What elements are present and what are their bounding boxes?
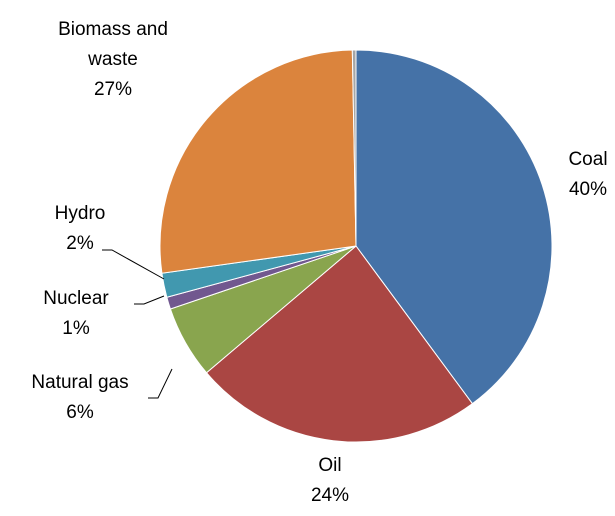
pie-slice bbox=[159, 49, 357, 274]
data-label: 40% bbox=[568, 179, 608, 200]
leader-line bbox=[134, 295, 165, 305]
category-name: Nuclear bbox=[43, 288, 109, 309]
slice-label: Biomass and waste 27% bbox=[48, 15, 178, 105]
data-label: 1% bbox=[62, 318, 90, 339]
category-name: Coal bbox=[568, 149, 608, 170]
slice-label: Hydro 2% bbox=[55, 199, 106, 259]
data-label: 6% bbox=[66, 402, 94, 423]
pie-slice bbox=[355, 49, 553, 405]
slice-label: Natural gas 6% bbox=[31, 368, 128, 428]
pie-slice bbox=[205, 245, 474, 443]
leader-line bbox=[102, 249, 165, 280]
pie-slice bbox=[351, 49, 357, 247]
category-name: Biomass and waste bbox=[58, 19, 168, 70]
data-label: 2% bbox=[66, 233, 94, 254]
leader-line bbox=[148, 368, 173, 399]
slice-label: Coal 40% bbox=[568, 145, 607, 205]
category-name: Hydro bbox=[54, 203, 106, 224]
data-label: 27% bbox=[93, 79, 133, 100]
category-name: Natural gas bbox=[31, 372, 129, 393]
slice-label: Nuclear 1% bbox=[43, 284, 108, 344]
category-name: Oil bbox=[318, 455, 342, 476]
data-label: 24% bbox=[310, 485, 350, 506]
slice-label: Oil 24% bbox=[311, 451, 349, 511]
